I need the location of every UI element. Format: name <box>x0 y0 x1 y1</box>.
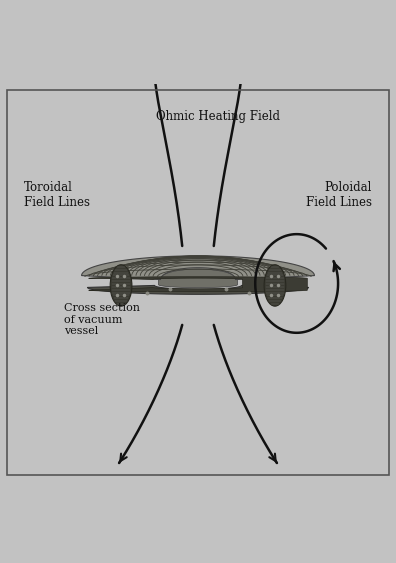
Polygon shape <box>89 277 307 292</box>
Text: Poloidal
Field Lines: Poloidal Field Lines <box>306 181 371 209</box>
Text: Cross section
of vacuum
vessel: Cross section of vacuum vessel <box>64 303 140 337</box>
Polygon shape <box>158 269 238 288</box>
Polygon shape <box>89 277 307 279</box>
Text: Ohmic Heating Field: Ohmic Heating Field <box>156 110 280 123</box>
Text: Toroidal
Field Lines: Toroidal Field Lines <box>25 181 90 209</box>
Polygon shape <box>88 285 308 294</box>
Ellipse shape <box>264 265 286 306</box>
Ellipse shape <box>110 265 132 306</box>
Polygon shape <box>82 256 314 279</box>
